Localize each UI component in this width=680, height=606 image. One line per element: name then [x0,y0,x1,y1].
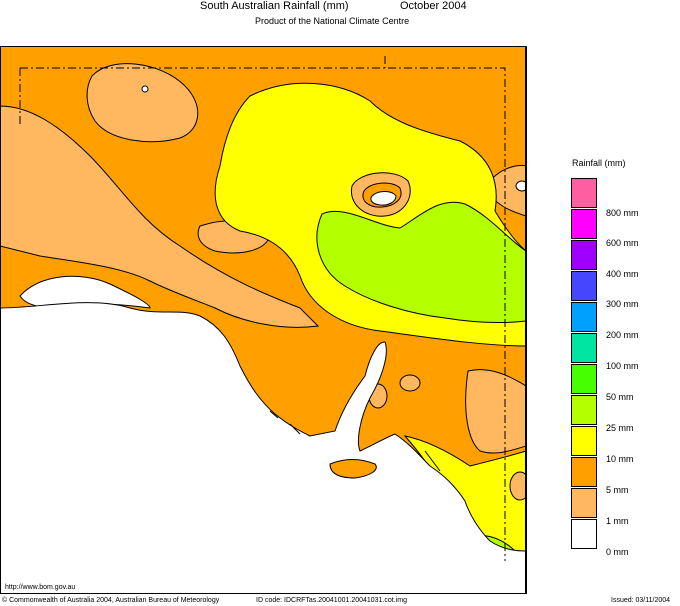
legend-swatch [571,240,597,270]
legend-label: 0 mm [606,547,629,557]
legend-swatch [571,333,597,363]
legend-label: 50 mm [606,392,634,402]
legend-label: 1 mm [606,516,629,526]
map-subtitle: Product of the National Climate Centre [255,16,410,26]
title-text: South Australian Rainfall (mm) [200,0,349,12]
legend-swatch [571,426,597,456]
footer-issued: Issued: 03/11/2004 [611,597,671,604]
legend-swatch [571,178,597,208]
footer-url[interactable]: http://www.bom.gov.au [5,584,76,591]
map-frame [0,46,526,594]
legend-label: 600 mm [606,238,639,248]
legend-label: 800 mm [606,208,639,218]
legend-panel [526,46,680,594]
rain-zone-1-5-west [0,105,320,328]
rain-zone-dry-hole [370,191,397,206]
legend-label: 10 mm [606,454,634,464]
legend-label: 200 mm [606,330,639,340]
legend-swatch [571,488,597,518]
legend-swatch [571,519,597,549]
legend-label: 100 mm [606,361,639,371]
legend-swatch [571,364,597,394]
state-border [19,56,506,561]
legend-title: Rainfall (mm) [572,158,626,168]
map-title: South Australian Rainfall (mm) October 2… [200,0,467,12]
legend-label: 300 mm [606,299,639,309]
period-text: October 2004 [400,0,467,12]
legend-label: 5 mm [606,485,629,495]
legend-swatch [571,209,597,239]
rain-zone-1-5-east [465,369,526,454]
rain-zone-dry-dot [141,85,149,93]
rain-zone-1-5-spot [399,374,421,392]
island-land [329,459,377,479]
sea-southern-ocean [0,302,526,594]
legend-label: 400 mm [606,269,639,279]
rain-zone-1-5-north [86,63,199,143]
rainfall-map [0,46,526,594]
rain-zone-1-5-spot-3 [509,471,526,501]
legend-swatch [571,395,597,425]
legend-label: 25 mm [606,423,634,433]
legend-swatch [571,457,597,487]
rain-zone-dry-east [515,180,526,192]
legend-swatch [571,302,597,332]
coast-detail [269,410,441,472]
footer-id-code: ID code: IDCRFTas.20041001.20041031.cot.… [256,597,407,604]
footer-copyright: © Commonwealth of Australia 2004, Austra… [2,597,220,604]
legend-swatch [571,271,597,301]
